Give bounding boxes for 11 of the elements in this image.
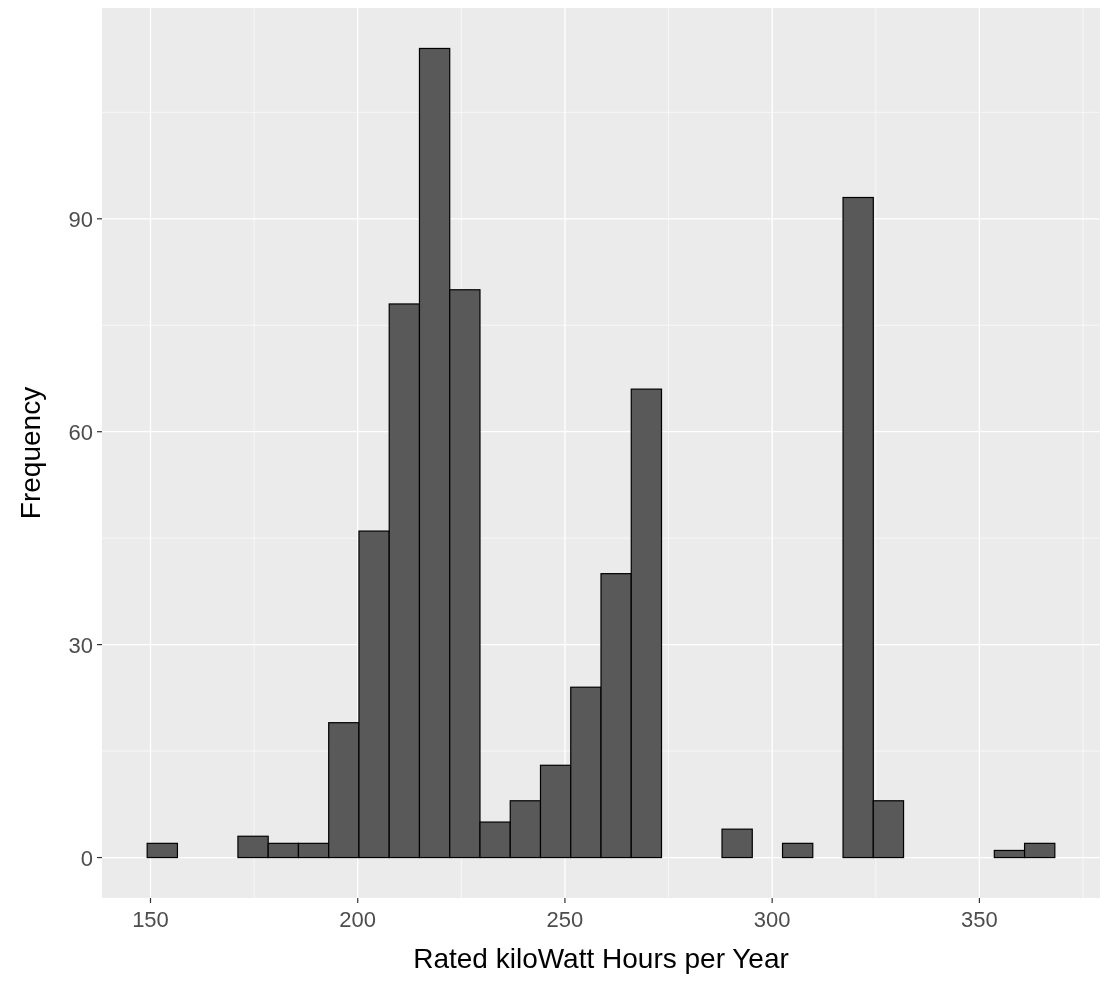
x-tick-label: 300 bbox=[753, 907, 791, 932]
y-tick-label: 60 bbox=[68, 419, 93, 445]
x-axis-title: Rated kiloWatt Hours per Year bbox=[413, 943, 789, 974]
y-tick-label: 90 bbox=[68, 206, 93, 232]
y-tick-label: 0 bbox=[80, 845, 93, 871]
x-tick-label: 250 bbox=[546, 907, 584, 932]
x-tick-label: 350 bbox=[961, 907, 998, 932]
x-tick-label: 150 bbox=[132, 907, 169, 932]
x-tick-label: 200 bbox=[339, 907, 377, 932]
y-tick-label: 30 bbox=[68, 632, 93, 658]
y-axis-title: Frequency bbox=[15, 386, 46, 520]
